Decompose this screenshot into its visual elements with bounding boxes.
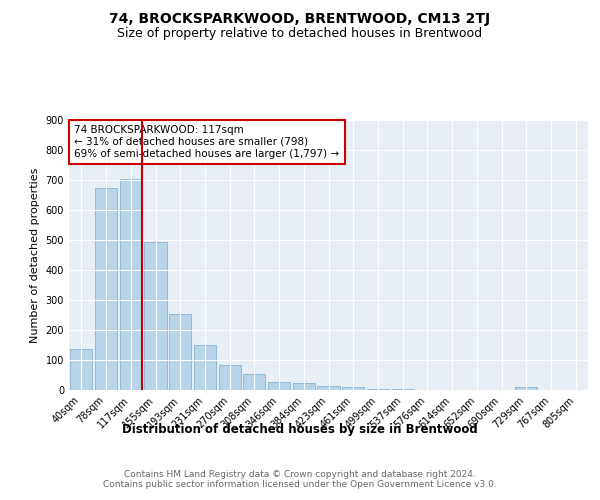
Bar [95, 188, 117, 390]
Bar [342, 387, 364, 390]
Bar [194, 345, 216, 390]
Bar [268, 382, 290, 390]
Bar [515, 387, 538, 390]
Y-axis label: Number of detached properties: Number of detached properties [30, 168, 40, 342]
Bar [119, 178, 142, 390]
Bar [169, 314, 191, 390]
Text: Distribution of detached houses by size in Brentwood: Distribution of detached houses by size … [122, 422, 478, 436]
Bar [243, 374, 265, 390]
Bar [293, 384, 315, 390]
Bar [317, 386, 340, 390]
Bar [218, 364, 241, 390]
Text: Contains HM Land Registry data © Crown copyright and database right 2024.
Contai: Contains HM Land Registry data © Crown c… [103, 470, 497, 490]
Text: Size of property relative to detached houses in Brentwood: Size of property relative to detached ho… [118, 28, 482, 40]
Bar [145, 242, 167, 390]
Text: 74, BROCKSPARKWOOD, BRENTWOOD, CM13 2TJ: 74, BROCKSPARKWOOD, BRENTWOOD, CM13 2TJ [109, 12, 491, 26]
Text: 74 BROCKSPARKWOOD: 117sqm
← 31% of detached houses are smaller (798)
69% of semi: 74 BROCKSPARKWOOD: 117sqm ← 31% of detac… [74, 126, 340, 158]
Bar [367, 388, 389, 390]
Bar [70, 349, 92, 390]
